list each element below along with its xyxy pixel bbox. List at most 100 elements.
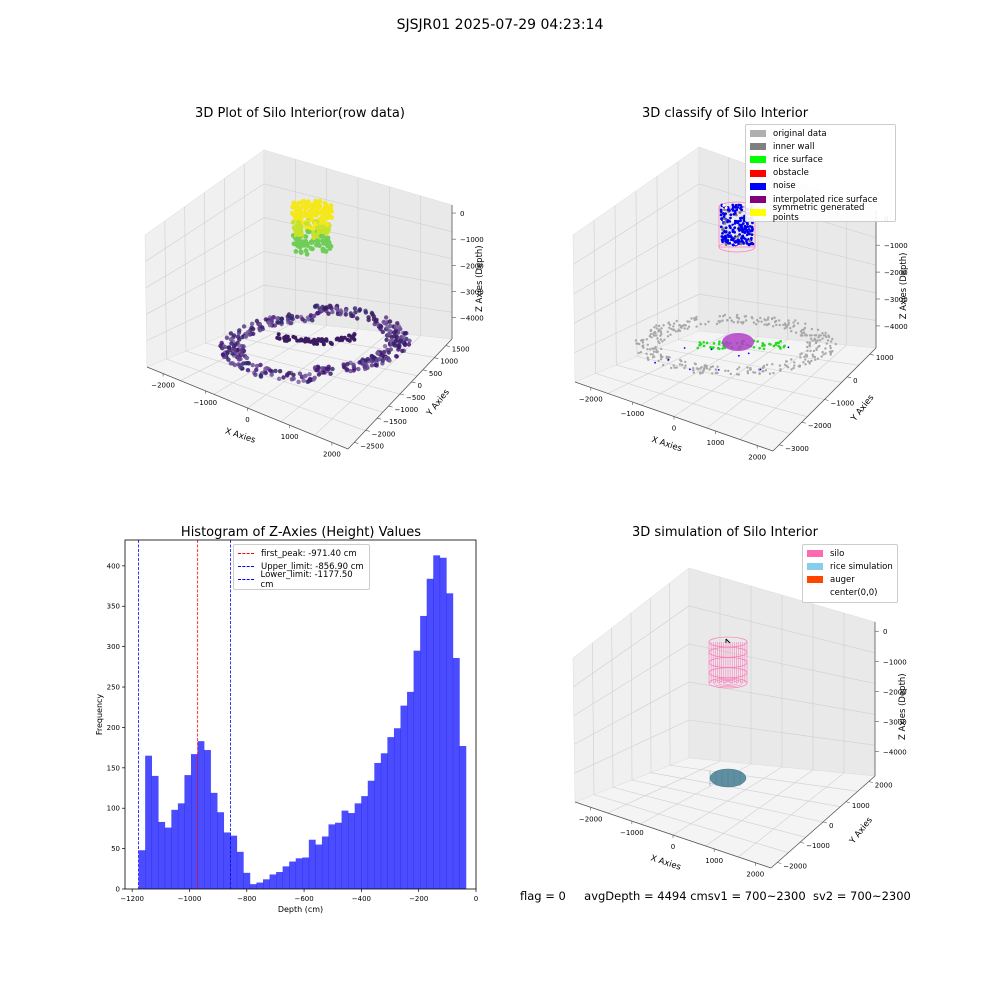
cls-point-original: [696, 367, 700, 371]
cls-point-original: [659, 358, 663, 361]
cls-point-noise: [729, 213, 733, 217]
raw-point: [386, 350, 391, 355]
sim-x-tick-label: −1000: [620, 829, 644, 837]
histogram-bar: [276, 872, 283, 889]
raw-point: [277, 369, 283, 374]
histogram-bar: [295, 858, 303, 889]
histogram-bar: [387, 737, 395, 889]
cls-point-original: [646, 357, 650, 361]
raw-point: [286, 370, 292, 376]
cls-point-original: [800, 352, 803, 355]
cls-point-original: [695, 315, 698, 319]
raw-point: [308, 339, 313, 344]
legend-item: inner wall: [750, 140, 891, 153]
cls-point-original: [711, 365, 715, 368]
cls-point-noise: [723, 217, 726, 221]
raw-point: [307, 377, 313, 382]
raw-point: [296, 219, 301, 225]
cls-z-tick-label: −2000: [884, 269, 908, 277]
raw-point: [276, 332, 281, 337]
histogram-y-tick-label: 50: [111, 845, 120, 853]
raw-gridline: [247, 177, 359, 409]
raw-gridline: [224, 178, 418, 376]
raw-point: [293, 249, 299, 254]
cls-point-original: [723, 313, 727, 317]
raw-point: [317, 216, 323, 222]
raw-point: [263, 370, 268, 376]
cls-point-noise: [728, 231, 731, 235]
cls-point-rice: [702, 341, 705, 344]
raw-point: [339, 335, 344, 340]
raw-point: [320, 229, 325, 235]
cls-point-original: [727, 369, 730, 373]
raw-point: [357, 360, 362, 365]
raw-point: [349, 335, 354, 340]
histogram-y-tick-label: 100: [107, 805, 120, 813]
cls-point-original: [715, 322, 719, 326]
sim-x-tick-label: 0: [671, 843, 675, 851]
cls-point-noise: [750, 233, 754, 237]
cls-point-noise: [722, 204, 726, 207]
cls-point-noise: [746, 225, 750, 229]
histogram-y-tick-label: 250: [107, 684, 120, 692]
cls-point-noise: [724, 206, 728, 210]
raw-y-tick-label: −1500: [383, 418, 407, 426]
cls-point-original: [690, 317, 693, 320]
cls-point-original: [824, 331, 827, 335]
legend-label: rice simulation: [830, 561, 893, 572]
histogram-y-tick-label: 350: [107, 603, 120, 611]
cls-interpolated-surface: [722, 333, 754, 351]
cls-point-original: [657, 330, 660, 333]
cls-point-original: [808, 361, 811, 364]
raw-x-tick-label: 0: [245, 416, 249, 424]
raw-point: [374, 358, 380, 363]
raw-point: [363, 358, 369, 363]
cls-point-original: [675, 319, 678, 323]
cls-z-tick-label: −3000: [884, 296, 908, 304]
legend-item: auger: [807, 573, 893, 586]
cls-gridline: [573, 220, 877, 295]
sim-y-tick: [777, 862, 782, 864]
sim-silo-bottom-ring: [723, 681, 733, 685]
cls-point-original: [692, 371, 695, 374]
raw-point: [241, 324, 247, 329]
cls-point-original: [808, 344, 811, 347]
raw-point: [350, 313, 356, 319]
cls-point-original: [670, 327, 673, 331]
legend-swatch: [807, 550, 823, 558]
cls-point-original: [679, 325, 682, 329]
cls-point-original: [772, 325, 775, 328]
raw-point: [306, 225, 312, 231]
cls-point-original: [646, 348, 649, 351]
raw-point: [305, 203, 311, 209]
raw-point: [316, 199, 322, 204]
raw-point: [257, 328, 263, 333]
cls-point-original: [762, 365, 765, 369]
cls-point-original: [683, 327, 686, 330]
raw-point: [317, 243, 322, 249]
histogram-y-axis-label: Frequency: [95, 694, 104, 736]
cls-point-noise: [731, 208, 735, 212]
raw-point: [375, 351, 381, 356]
raw-point: [247, 332, 252, 337]
cls-y-tick-label: −3000: [785, 445, 809, 453]
cls-point-original: [677, 329, 680, 333]
cls-point-original: [787, 323, 790, 327]
raw-point: [330, 309, 335, 315]
cls-point-original: [828, 350, 832, 353]
legend-item: interpolated rice surface: [750, 193, 891, 206]
raw-point: [311, 231, 316, 237]
cls-point-original: [641, 339, 644, 342]
raw-point: [328, 304, 333, 309]
sim-y-axis-label: Y Axies: [847, 815, 875, 847]
legend-label: original data: [773, 128, 827, 139]
cls-point-original: [806, 341, 809, 344]
cls-point-original: [729, 372, 732, 376]
cls-point-original: [669, 333, 672, 336]
cls-point-noise: [724, 226, 728, 230]
cls-point-original: [792, 321, 795, 324]
cls-point-noise: [721, 228, 724, 232]
cls-point-noise: [720, 217, 723, 221]
cls-point-original: [779, 368, 782, 371]
raw-point: [273, 368, 278, 374]
